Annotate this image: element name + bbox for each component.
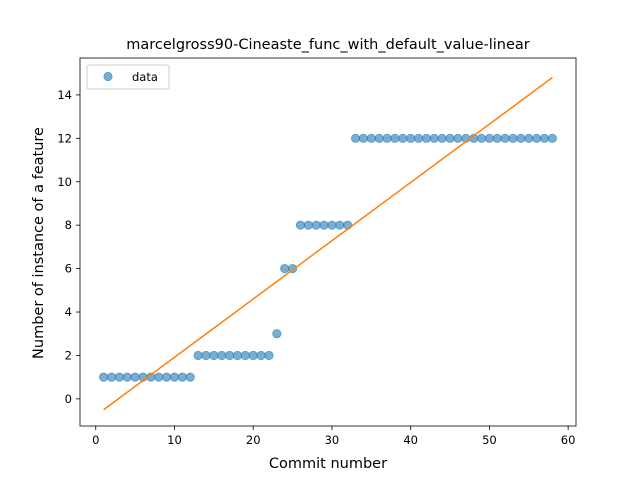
data-point <box>248 350 258 361</box>
x-tick-label: 0 <box>92 433 99 447</box>
data-point <box>122 372 132 382</box>
data-point <box>413 133 424 143</box>
data-point <box>476 133 487 143</box>
axes-frame <box>79 57 577 427</box>
data-point <box>484 133 494 143</box>
data-point <box>169 372 180 382</box>
data-point <box>162 372 172 382</box>
data-point <box>524 133 534 143</box>
data-point <box>177 372 187 382</box>
data-point <box>492 133 502 143</box>
data-point <box>382 133 392 143</box>
y-tick-label: 0 <box>65 392 72 406</box>
data-point <box>130 372 140 382</box>
y-tick-label: 14 <box>57 88 72 102</box>
data-point <box>311 220 321 230</box>
data-point <box>532 133 542 143</box>
data-point <box>272 329 282 339</box>
data-point <box>201 350 211 361</box>
data-point <box>335 220 345 230</box>
data-point <box>500 133 510 143</box>
legend-marker <box>103 71 113 82</box>
data-point <box>547 133 557 143</box>
y-tick-label: 8 <box>65 218 72 232</box>
data-point <box>327 220 337 230</box>
x-axis-label: Commit number <box>269 456 387 472</box>
data-point <box>445 133 455 143</box>
plot-area: 0 10 20 30 40 50 60 0 2 4 6 8 10 12 14 <box>57 57 577 447</box>
data-point <box>453 133 463 143</box>
data-point <box>374 133 384 143</box>
legend-box <box>86 64 170 90</box>
data-point <box>366 133 376 143</box>
data-point <box>508 133 518 143</box>
data-point <box>421 133 432 143</box>
data-point <box>224 350 235 361</box>
data-point <box>295 220 306 230</box>
x-tick-label: 40 <box>403 433 418 447</box>
x-tick-label: 30 <box>325 433 340 447</box>
y-tick-label: 12 <box>57 131 72 145</box>
data-point <box>193 350 203 361</box>
x-tick-label: 50 <box>482 433 497 447</box>
y-axis-label: Number of instance of a feature <box>31 127 47 359</box>
data-point <box>256 350 266 361</box>
data-point <box>539 133 550 143</box>
data-point <box>516 133 526 143</box>
data-point <box>429 133 439 143</box>
y-tick-label: 6 <box>65 262 72 276</box>
data-point <box>350 133 361 143</box>
y-tick-label: 10 <box>57 175 72 189</box>
data-point <box>264 350 274 361</box>
data-point <box>114 372 124 382</box>
data-point <box>217 350 227 361</box>
data-point <box>437 133 447 143</box>
fit-line <box>103 76 553 411</box>
x-tick-label: 10 <box>167 433 182 447</box>
data-point <box>343 220 353 230</box>
data-point <box>319 220 329 230</box>
data-point <box>154 372 164 382</box>
data-point <box>280 263 290 274</box>
legend-label: data <box>132 70 158 84</box>
data-point <box>358 133 369 143</box>
data-point <box>185 372 195 382</box>
x-tick-label: 60 <box>561 433 576 447</box>
data-point <box>406 133 416 143</box>
y-tick-label: 2 <box>65 348 72 362</box>
legend: data <box>86 64 170 90</box>
data-point <box>390 133 400 143</box>
y-tick-label: 4 <box>65 305 72 319</box>
x-tick-label: 20 <box>246 433 261 447</box>
data-point <box>398 133 408 143</box>
chart-title: marcelgross90-Cineaste_func_with_default… <box>126 37 530 53</box>
data-point <box>99 372 109 382</box>
data-point <box>209 350 219 361</box>
data-point <box>240 350 250 361</box>
data-point <box>232 350 243 361</box>
data-point <box>106 372 117 382</box>
data-point <box>303 220 313 230</box>
